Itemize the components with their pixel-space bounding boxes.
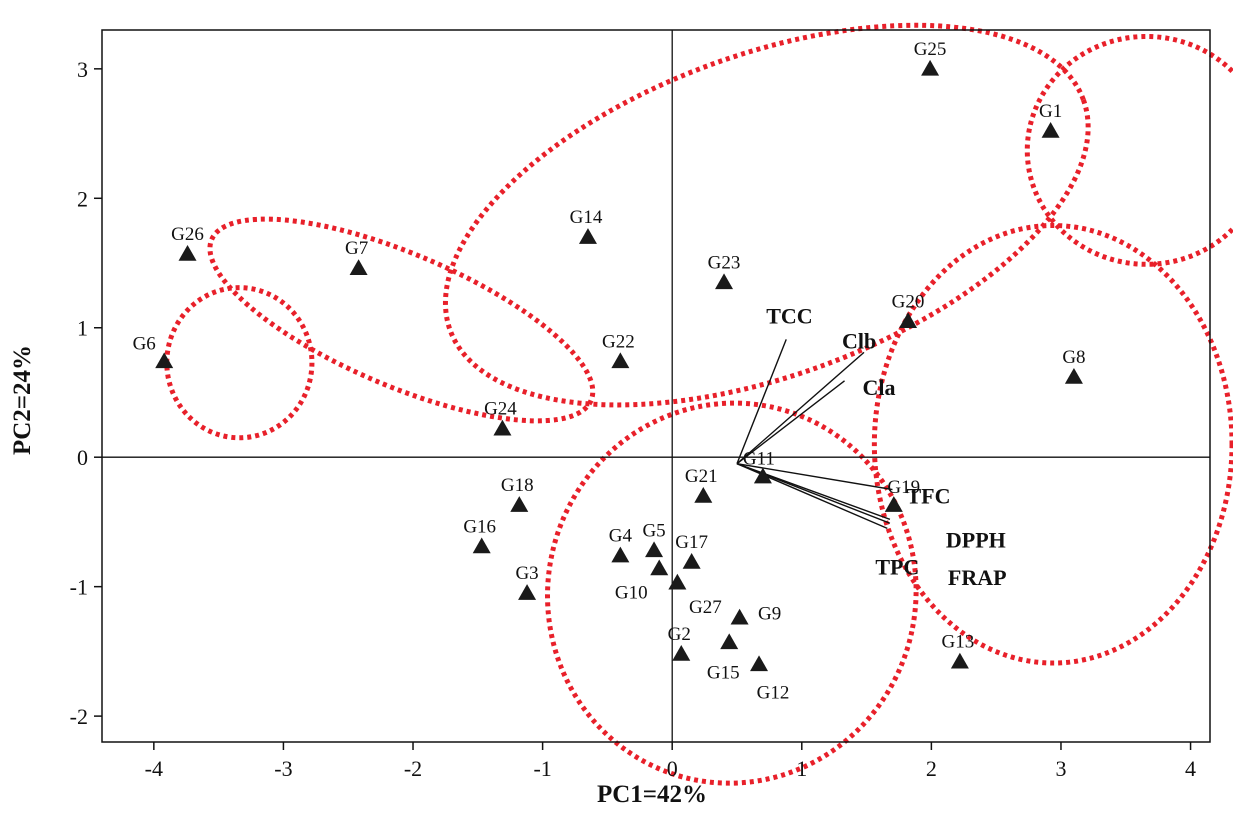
sample-marker [750, 655, 769, 672]
sample-label: G16 [463, 517, 496, 538]
sample-label: G20 [892, 291, 925, 312]
sample-marker [1064, 367, 1083, 384]
loading-vector [736, 339, 787, 464]
sample-marker [472, 537, 491, 554]
loading-label: Clb [842, 328, 876, 353]
sample-label: G9 [758, 604, 781, 625]
reference-lines [102, 30, 1210, 742]
x-tick-label: 3 [1055, 756, 1066, 781]
x-tick-label: -1 [533, 756, 551, 781]
sample-marker [611, 352, 630, 369]
loading-vector [736, 463, 891, 524]
y-tick-label: 1 [77, 316, 88, 341]
loading-label: DPPH [946, 527, 1006, 552]
sample-label: G5 [642, 520, 665, 541]
sample-label: G27 [689, 597, 722, 618]
plot-frame [101, 29, 1211, 743]
sample-marker [578, 228, 597, 244]
cluster-ellipse [1024, 34, 1233, 267]
sample-label: G11 [743, 449, 775, 470]
y-tick-label: 2 [77, 186, 88, 211]
sample-marker [950, 652, 969, 669]
sample-label: G8 [1062, 347, 1085, 368]
sample-marker [668, 573, 687, 590]
y-axis-title: PC2=24% [9, 345, 36, 455]
axes: -4 -3 -2 -1 0 1 2 3 4 -2 -1 0 1 2 3 [70, 29, 1211, 781]
sample-label: G14 [570, 207, 603, 228]
sample-label: G25 [914, 39, 947, 60]
loading-vector [736, 463, 888, 530]
loading-label: TCC [766, 303, 812, 328]
sample-marker [518, 584, 537, 600]
sample-label: G4 [609, 526, 633, 547]
y-tick-label: -2 [70, 704, 88, 729]
loading-vectors: TCC Clb Cla TFC DPPH FRAP TPC [736, 303, 1007, 590]
sample-marker [349, 259, 368, 275]
loading-vector [736, 380, 845, 465]
sample-marker [921, 59, 940, 76]
sample-label: G2 [668, 624, 691, 645]
sample-marker [715, 273, 734, 290]
sample-marker [155, 352, 174, 369]
sample-label: G26 [171, 224, 204, 245]
sample-marker [645, 541, 664, 558]
x-tick-label: 4 [1185, 756, 1196, 781]
sample-label: G12 [757, 682, 790, 703]
cluster-ellipse [871, 223, 1233, 666]
loading-label: TFC [907, 484, 951, 509]
sample-label: G18 [501, 475, 534, 496]
cluster-ellipse [207, 216, 596, 424]
loading-label: FRAP [948, 565, 1007, 590]
sample-label: G1 [1039, 101, 1062, 122]
sample-marker [884, 496, 903, 512]
x-tick-label: 2 [926, 756, 937, 781]
sample-label: G10 [615, 583, 648, 604]
loading-label: TPC [875, 554, 919, 579]
sample-marker [694, 487, 713, 503]
cluster-ellipse [545, 400, 919, 786]
cluster-ellipse [442, 22, 1091, 408]
loading-label: Cla [863, 375, 896, 400]
sample-label: G21 [685, 466, 718, 487]
x-tick-label: -3 [274, 756, 292, 781]
sample-marker [672, 644, 691, 661]
sample-marker [493, 419, 512, 436]
sample-marker [682, 553, 701, 569]
sample-label: G13 [942, 632, 975, 653]
sample-marker [178, 244, 197, 261]
sample-marker [510, 496, 529, 512]
cluster-ellipses [164, 22, 1233, 786]
sample-marker [753, 467, 772, 484]
x-tick-label: 0 [667, 756, 678, 781]
sample-label: G17 [675, 532, 708, 553]
sample-label: G19 [887, 477, 920, 498]
sample-marker [720, 633, 739, 650]
y-tick-label: -1 [70, 575, 88, 600]
x-tick-label: 1 [796, 756, 807, 781]
sample-label: G3 [515, 563, 538, 584]
cluster-ellipse [164, 285, 315, 441]
loading-vector [736, 351, 865, 465]
x-axis-title: PC1=42% [597, 781, 707, 808]
x-tick-label: -4 [145, 756, 163, 781]
sample-label: G23 [708, 252, 741, 273]
sample-marker [650, 559, 669, 576]
sample-label: G6 [133, 333, 156, 354]
y-tick-label: 3 [77, 57, 88, 82]
sample-marker [1041, 121, 1060, 138]
sample-label: G22 [602, 331, 635, 352]
sample-marker [899, 312, 918, 329]
y-tick-label: 0 [77, 445, 88, 470]
sample-label: G15 [707, 662, 740, 683]
x-tick-label: -2 [404, 756, 422, 781]
sample-label: G24 [484, 399, 517, 420]
sample-label: G7 [345, 238, 368, 259]
sample-marker [611, 546, 630, 563]
sample-marker [730, 608, 749, 625]
